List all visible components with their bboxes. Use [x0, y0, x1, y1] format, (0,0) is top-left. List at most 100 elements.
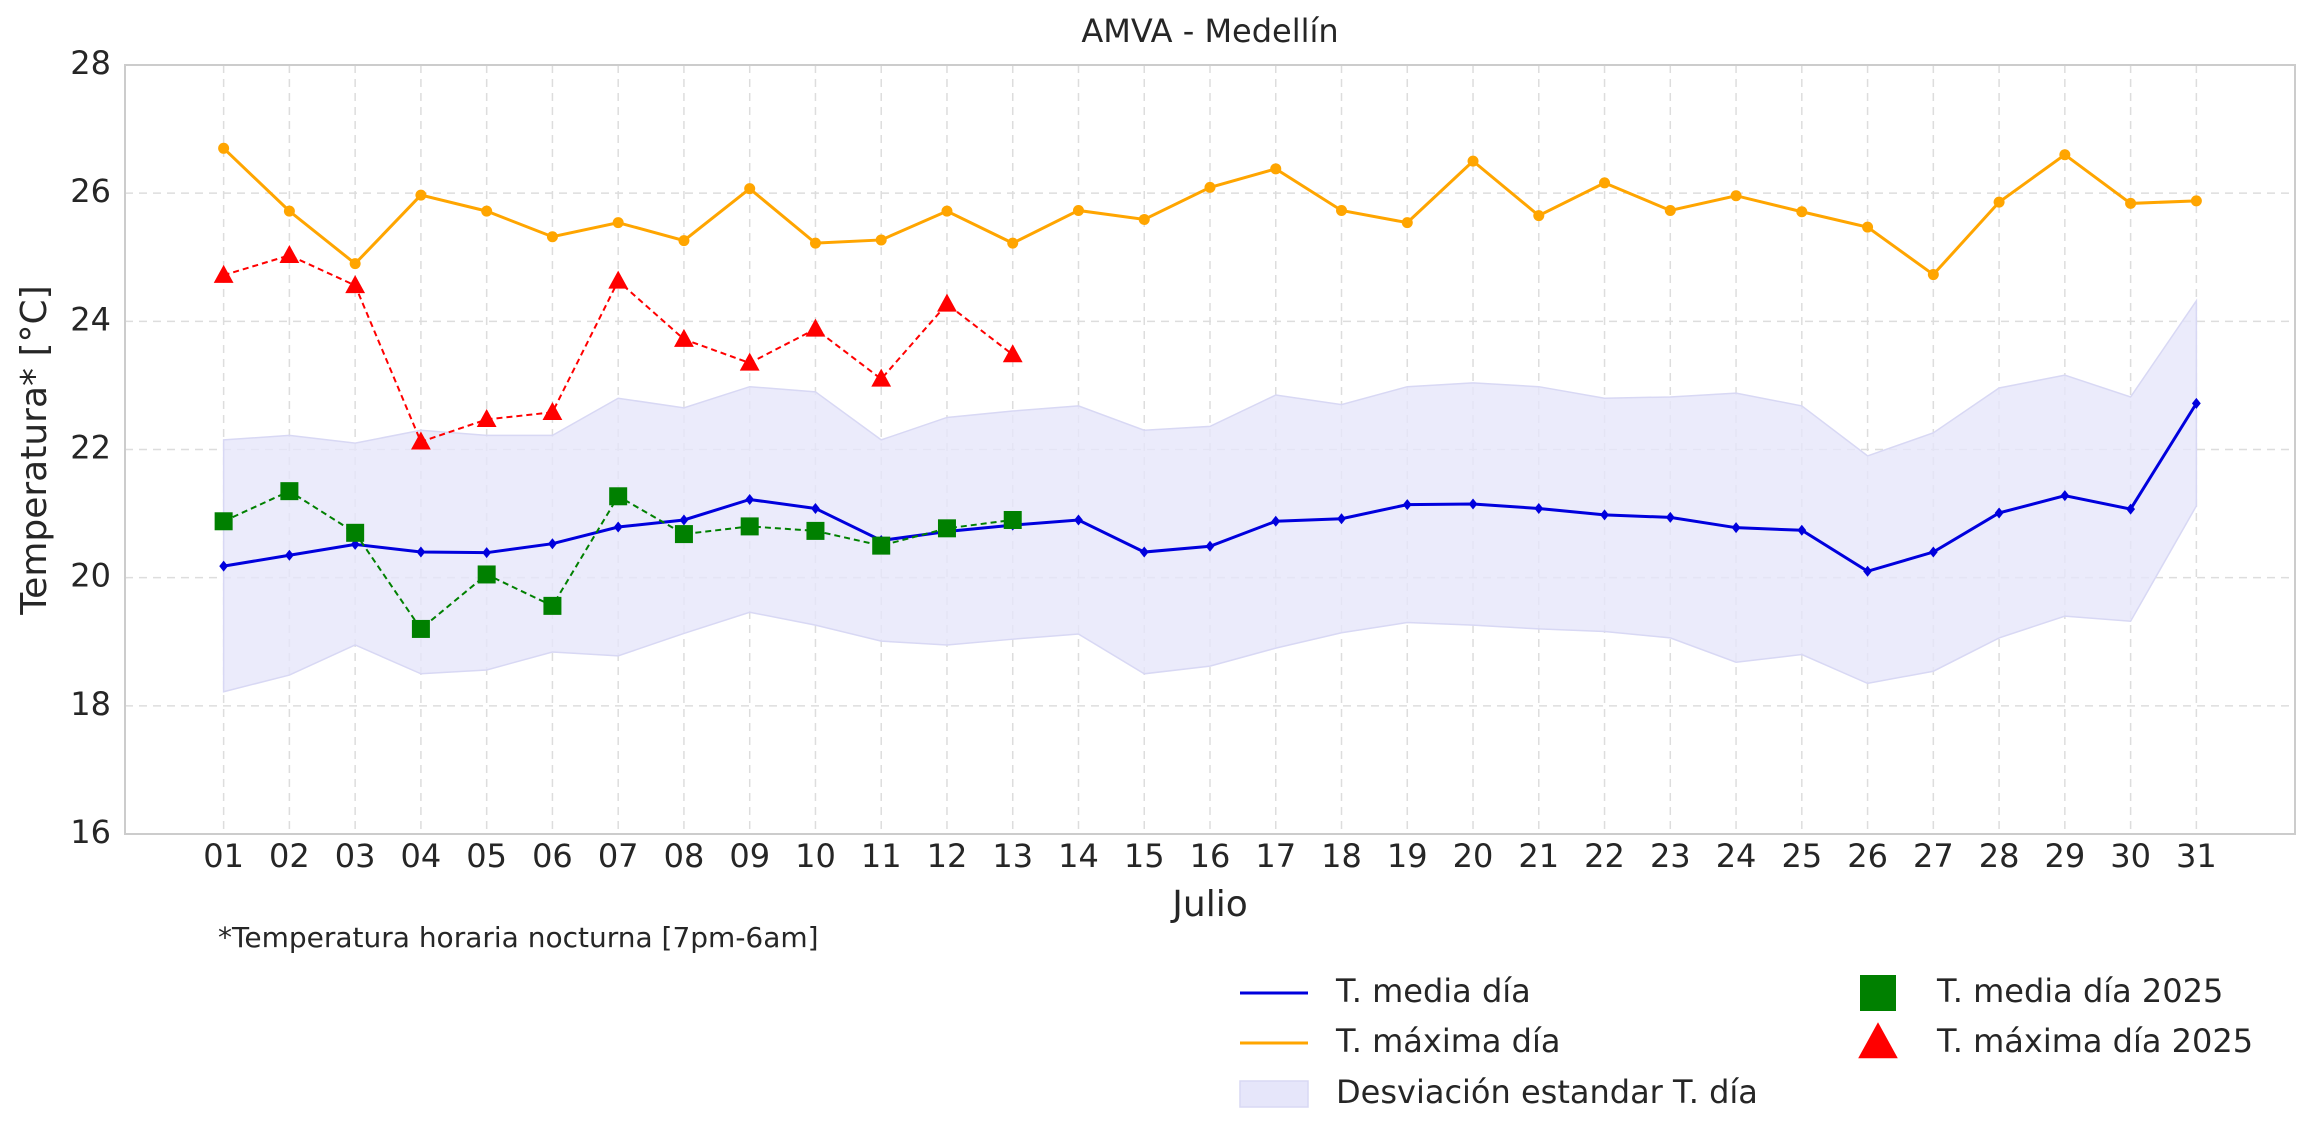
point [1003, 510, 1022, 529]
x-tick-label: 17 [1255, 837, 1296, 875]
point [811, 502, 820, 514]
point [280, 482, 299, 501]
x-tick-label: 01 [203, 837, 244, 875]
point [872, 536, 891, 555]
point [346, 523, 365, 542]
point [2059, 149, 2071, 161]
legend-swatch [1239, 1080, 1309, 1108]
point [1797, 524, 1807, 536]
point [1205, 540, 1215, 552]
point [740, 517, 759, 536]
x-tick-label: 23 [1650, 837, 1691, 875]
x-tick-label: 13 [992, 837, 1033, 875]
point [1007, 237, 1019, 249]
x-tick-label: 10 [795, 837, 836, 875]
point [1863, 565, 1872, 577]
point [941, 205, 953, 217]
point [218, 142, 230, 154]
point [744, 183, 756, 195]
point [937, 519, 956, 538]
point [284, 549, 294, 561]
x-tick-label: 03 [335, 837, 376, 875]
point [1664, 204, 1676, 216]
point [1337, 513, 1346, 525]
point [1467, 155, 1479, 167]
point [806, 521, 825, 540]
point [349, 258, 361, 270]
point [674, 525, 693, 544]
point [542, 401, 563, 420]
point [2126, 503, 2136, 515]
point [481, 205, 493, 217]
x-tick-label: 21 [1518, 837, 1559, 875]
y-tick-label: 20 [70, 557, 111, 595]
point [1401, 217, 1413, 229]
legend-label: T. máxima día [1335, 1022, 1560, 1060]
point [678, 235, 690, 247]
plot-frame [124, 64, 2296, 835]
point [2191, 397, 2201, 409]
point [2060, 490, 2070, 502]
point [612, 217, 624, 229]
legend-label: T. media día [1335, 972, 1531, 1010]
point [415, 189, 427, 201]
legend-label: T. media día 2025 [1936, 972, 2223, 1010]
point [608, 270, 629, 289]
point [1928, 546, 1938, 558]
point [809, 237, 821, 249]
point [875, 234, 887, 246]
point [805, 318, 826, 337]
x-tick-label: 07 [598, 837, 639, 875]
point [1139, 546, 1149, 558]
y-tick-label: 22 [70, 429, 111, 467]
point [219, 560, 229, 572]
y-axis-label: Temperatura* [°C] [14, 285, 55, 615]
x-tick-label: 18 [1321, 837, 1362, 875]
y-tick-label: 26 [70, 172, 111, 210]
point [1927, 269, 1939, 281]
point [416, 546, 426, 558]
point [1533, 210, 1545, 222]
point [482, 547, 492, 559]
point [213, 264, 234, 283]
point [609, 487, 628, 506]
point [214, 512, 233, 531]
x-axis-label: Julio [1170, 884, 1247, 925]
x-tick-label: 26 [1847, 837, 1888, 875]
point [937, 293, 957, 312]
x-tick-label: 02 [269, 837, 310, 875]
point [1796, 206, 1808, 218]
point [1271, 515, 1281, 527]
y-tick-label: 24 [70, 300, 111, 338]
x-tick-label: 30 [2110, 837, 2151, 875]
point [1862, 221, 1874, 233]
point [2125, 197, 2137, 209]
point [1072, 204, 1084, 216]
x-tick-label: 16 [1190, 837, 1231, 875]
x-tick-label: 09 [729, 837, 770, 875]
point [1730, 190, 1742, 202]
x-tick-label: 31 [2176, 837, 2217, 875]
point [1468, 498, 1478, 510]
point [1138, 213, 1150, 225]
point [1600, 509, 1609, 521]
point [548, 538, 557, 550]
x-tick-label: 25 [1781, 837, 1822, 875]
point [283, 205, 295, 217]
point [745, 493, 755, 505]
point [476, 409, 497, 428]
point [546, 231, 558, 243]
x-tick-label: 04 [401, 837, 442, 875]
chart-title: AMVA - Medellín [1081, 12, 1338, 50]
x-tick-label: 15 [1124, 837, 1165, 875]
point [345, 275, 366, 294]
point [1534, 502, 1544, 514]
point [679, 514, 689, 526]
x-tick-label: 22 [1584, 837, 1625, 875]
annotation: *Temperatura horaria nocturna [7pm-6am] [218, 921, 819, 954]
x-tick-label: 19 [1387, 837, 1428, 875]
x-tick-label: 06 [532, 837, 573, 875]
y-tick-label: 28 [70, 44, 111, 82]
point [1002, 344, 1023, 363]
x-tick-label: 29 [2044, 837, 2085, 875]
